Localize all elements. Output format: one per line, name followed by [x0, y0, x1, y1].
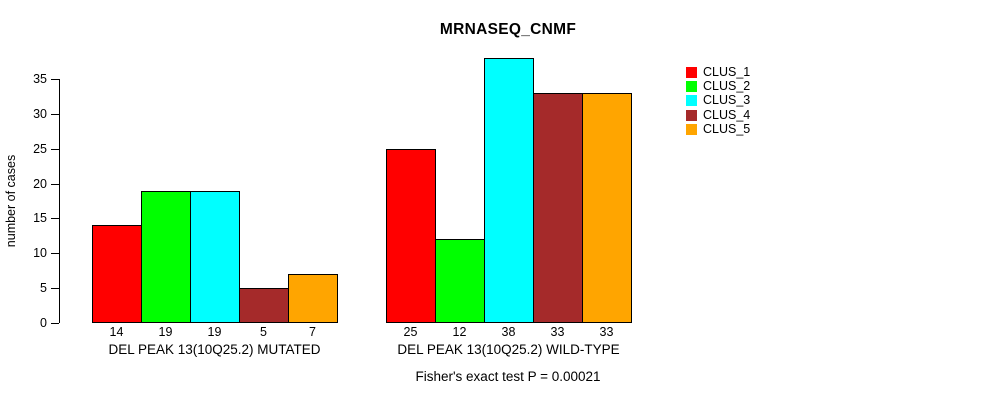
bar-clus_3-group1 — [190, 191, 240, 323]
bar-clus_5-group1 — [288, 274, 338, 323]
y-axis-title: number of cases — [4, 154, 18, 248]
legend-item-clus_1: CLUS_1 — [686, 65, 750, 79]
y-axis-tick-label: 10 — [33, 246, 47, 260]
bar-value-label: 19 — [207, 325, 222, 339]
y-axis-tick-label: 35 — [33, 72, 47, 86]
bar-value-label: 19 — [158, 325, 173, 339]
y-axis-tick — [51, 288, 59, 289]
legend-label: CLUS_3 — [703, 93, 751, 108]
bar-value-label: 38 — [501, 325, 516, 339]
legend-label: CLUS_1 — [703, 64, 751, 79]
y-axis-tick — [51, 253, 59, 254]
y-axis-line — [59, 79, 60, 323]
bar-clus_4-group2 — [533, 93, 583, 323]
bar-value-label: 33 — [599, 325, 614, 339]
y-axis-tick-label: 20 — [33, 177, 47, 191]
bar-value-label: 25 — [403, 325, 418, 339]
bar-clus_2-group2 — [435, 239, 485, 323]
legend-swatch-icon — [686, 109, 697, 121]
y-axis-tick — [51, 114, 59, 115]
bar-value-label: 12 — [452, 325, 467, 339]
bar-value-label: 33 — [550, 325, 565, 339]
fisher-test-annotation: Fisher's exact test P = 0.00021 — [415, 369, 601, 384]
y-axis-tick-label: 30 — [33, 107, 47, 121]
y-axis-tick — [51, 149, 59, 150]
legend-label: CLUS_4 — [703, 107, 751, 122]
bar-clus_4-group1 — [239, 288, 289, 323]
y-axis-tick — [51, 323, 59, 324]
legend-label: CLUS_5 — [703, 121, 751, 136]
y-axis-tick-label: 15 — [33, 211, 47, 225]
bar-clus_1-group2 — [386, 149, 436, 323]
legend-label: CLUS_2 — [703, 78, 751, 93]
legend-swatch-icon — [686, 95, 697, 107]
legend-item-clus_4: CLUS_4 — [686, 108, 750, 122]
bar-clus_1-group1 — [92, 225, 142, 323]
category-label: DEL PEAK 13(10Q25.2) MUTATED — [108, 342, 321, 357]
y-axis-tick — [51, 218, 59, 219]
bar-value-label: 7 — [309, 325, 316, 339]
y-axis-tick-label: 0 — [40, 316, 47, 330]
legend-item-clus_3: CLUS_3 — [686, 94, 750, 108]
bar-value-label: 5 — [260, 325, 267, 339]
legend-item-clus_5: CLUS_5 — [686, 122, 750, 136]
legend-swatch-icon — [686, 66, 697, 78]
y-axis-tick — [51, 79, 59, 80]
y-axis-tick — [51, 184, 59, 185]
legend-item-clus_2: CLUS_2 — [686, 79, 750, 93]
category-label: DEL PEAK 13(10Q25.2) WILD-TYPE — [397, 342, 620, 357]
y-axis-tick-label: 25 — [33, 142, 47, 156]
y-axis-tick-label: 5 — [40, 281, 47, 295]
bar-clus_3-group2 — [484, 58, 534, 323]
bar-clus_5-group2 — [582, 93, 632, 323]
legend-swatch-icon — [686, 123, 697, 135]
bar-clus_2-group1 — [141, 191, 191, 323]
chart-title: MRNASEQ_CNMF — [439, 21, 577, 38]
bar-value-label: 14 — [109, 325, 124, 339]
legend: CLUS_1 CLUS_2 CLUS_3 CLUS_4 CLUS_5 — [686, 65, 750, 136]
legend-swatch-icon — [686, 80, 697, 92]
